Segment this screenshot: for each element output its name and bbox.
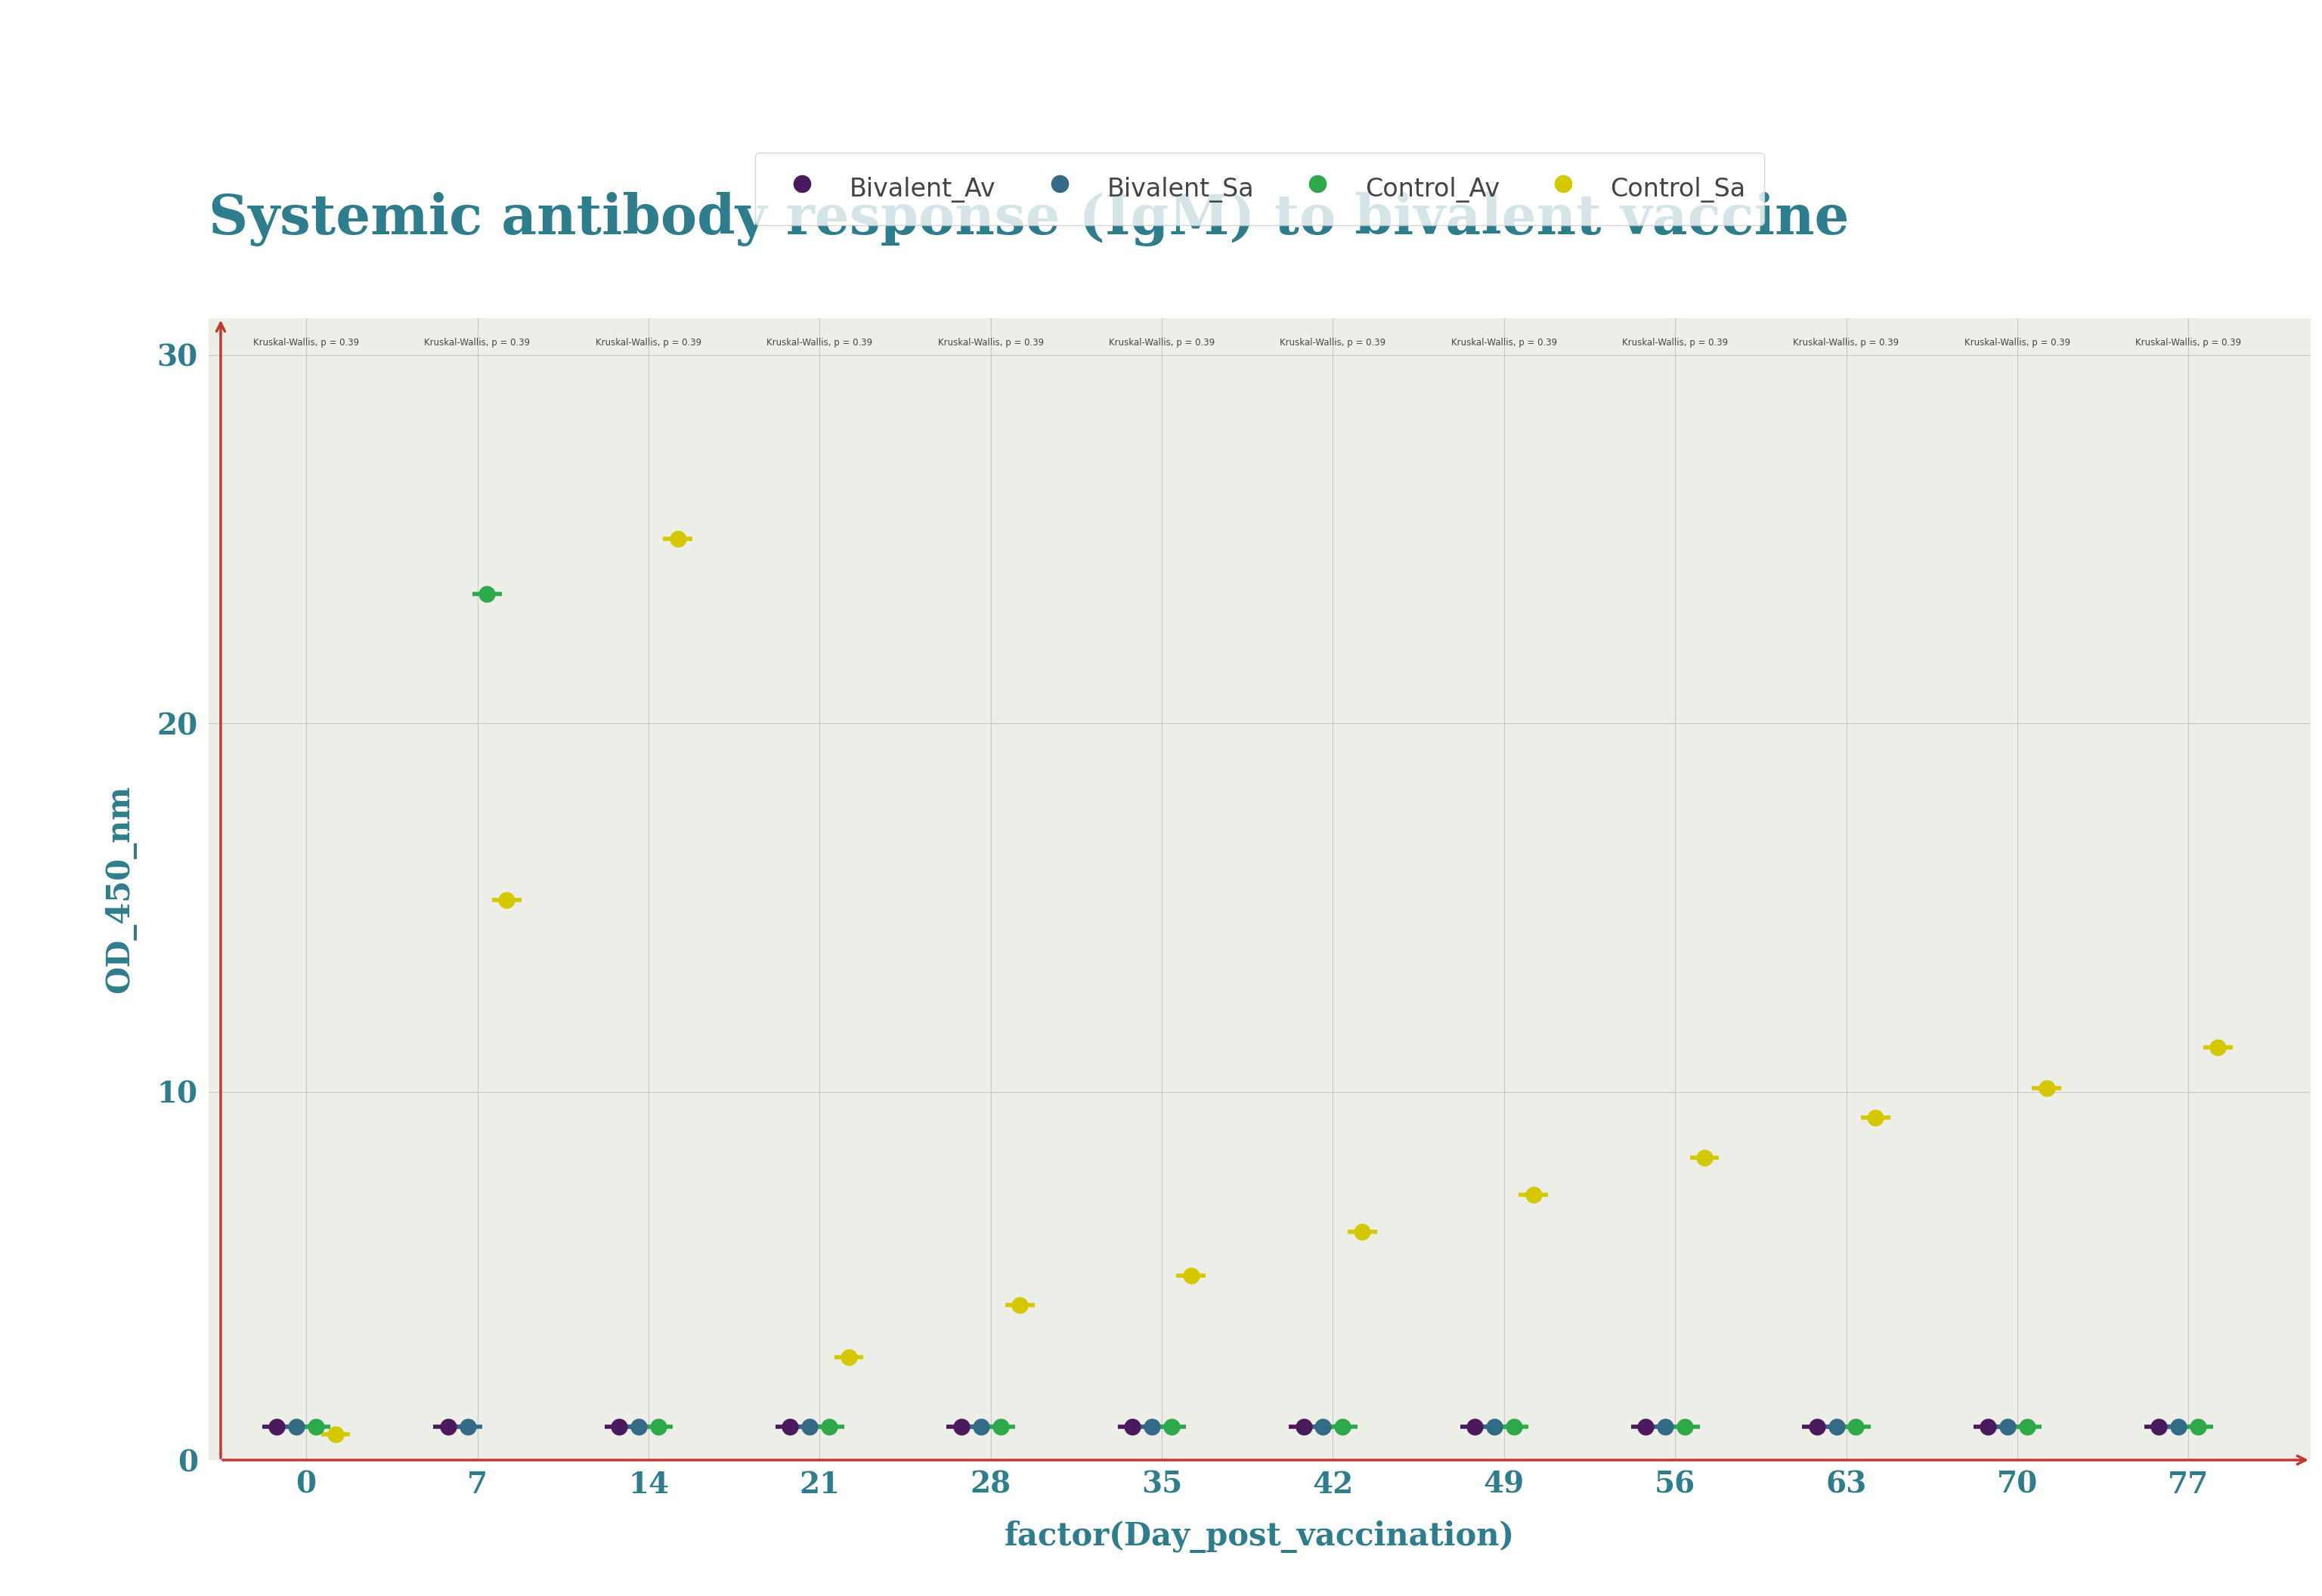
Text: Kruskal-Wallis, p = 0.39: Kruskal-Wallis, p = 0.39 [1451, 338, 1558, 348]
Y-axis label: OD_450_nm: OD_450_nm [104, 785, 137, 993]
Text: Kruskal-Wallis, p = 0.39: Kruskal-Wallis, p = 0.39 [2136, 338, 2241, 348]
Text: Kruskal-Wallis, p = 0.39: Kruskal-Wallis, p = 0.39 [1110, 338, 1214, 348]
Text: Systemic antibody response (IgM) to bivalent vaccine: Systemic antibody response (IgM) to biva… [209, 192, 1848, 246]
Text: Kruskal-Wallis, p = 0.39: Kruskal-Wallis, p = 0.39 [594, 338, 701, 348]
Text: Kruskal-Wallis, p = 0.39: Kruskal-Wallis, p = 0.39 [425, 338, 529, 348]
Text: Kruskal-Wallis, p = 0.39: Kruskal-Wallis, p = 0.39 [1279, 338, 1386, 348]
Legend: Bivalent_Av, Bivalent_Sa, Control_Av, Control_Sa: Bivalent_Av, Bivalent_Sa, Control_Av, Co… [755, 153, 1765, 225]
Text: Kruskal-Wallis, p = 0.39: Kruskal-Wallis, p = 0.39 [253, 338, 360, 348]
Text: Kruskal-Wallis, p = 0.39: Kruskal-Wallis, p = 0.39 [1964, 338, 2071, 348]
Text: Kruskal-Wallis, p = 0.39: Kruskal-Wallis, p = 0.39 [938, 338, 1043, 348]
X-axis label: factor(Day_post_vaccination): factor(Day_post_vaccination) [1005, 1521, 1514, 1553]
Text: Kruskal-Wallis, p = 0.39: Kruskal-Wallis, p = 0.39 [1793, 338, 1899, 348]
Text: Kruskal-Wallis, p = 0.39: Kruskal-Wallis, p = 0.39 [766, 338, 873, 348]
Text: Kruskal-Wallis, p = 0.39: Kruskal-Wallis, p = 0.39 [1623, 338, 1728, 348]
